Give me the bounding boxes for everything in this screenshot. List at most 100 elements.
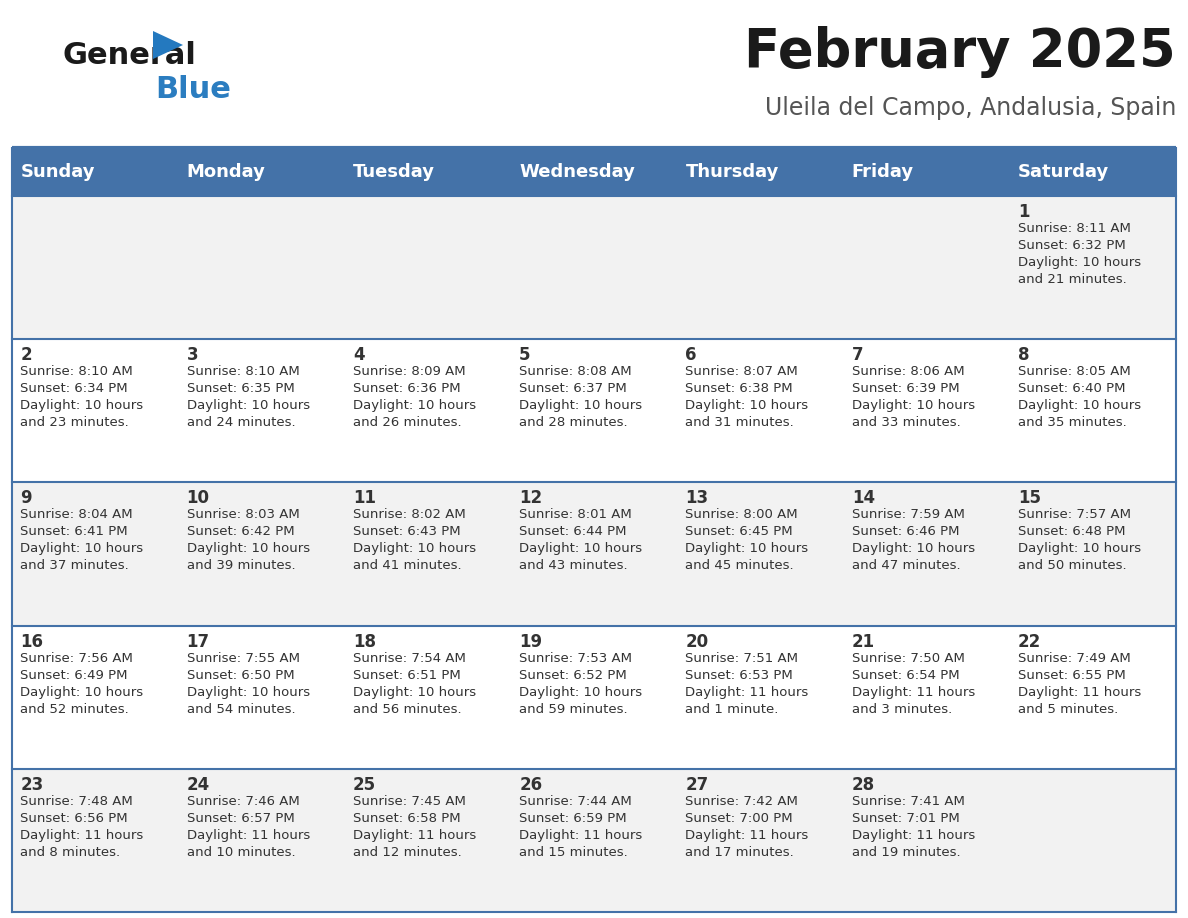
Text: Uleila del Campo, Andalusia, Spain: Uleila del Campo, Andalusia, Spain	[765, 96, 1176, 120]
Text: Tuesday: Tuesday	[353, 163, 435, 181]
Bar	[843, 482, 1010, 625]
Text: Sunrise: 8:00 AM
Sunset: 6:45 PM
Daylight: 10 hours
and 45 minutes.: Sunrise: 8:00 AM Sunset: 6:45 PM Dayligh…	[685, 509, 809, 573]
Text: 20: 20	[685, 633, 708, 651]
Bar	[677, 148, 843, 196]
Text: Sunrise: 7:54 AM
Sunset: 6:51 PM
Daylight: 10 hours
and 56 minutes.: Sunrise: 7:54 AM Sunset: 6:51 PM Dayligh…	[353, 652, 476, 716]
Bar	[12, 196, 178, 339]
Text: Sunrise: 7:48 AM
Sunset: 6:56 PM
Daylight: 11 hours
and 8 minutes.: Sunrise: 7:48 AM Sunset: 6:56 PM Dayligh…	[20, 795, 144, 859]
Text: 5: 5	[519, 346, 531, 364]
Text: Sunrise: 8:01 AM
Sunset: 6:44 PM
Daylight: 10 hours
and 43 minutes.: Sunrise: 8:01 AM Sunset: 6:44 PM Dayligh…	[519, 509, 643, 573]
Text: Sunrise: 8:06 AM
Sunset: 6:39 PM
Daylight: 10 hours
and 33 minutes.: Sunrise: 8:06 AM Sunset: 6:39 PM Dayligh…	[852, 365, 975, 430]
Text: 4: 4	[353, 346, 365, 364]
Text: 23: 23	[20, 776, 44, 794]
Bar	[345, 339, 511, 482]
Text: Sunrise: 7:53 AM
Sunset: 6:52 PM
Daylight: 10 hours
and 59 minutes.: Sunrise: 7:53 AM Sunset: 6:52 PM Dayligh…	[519, 652, 643, 716]
Bar	[178, 148, 345, 196]
Text: Sunrise: 8:10 AM
Sunset: 6:35 PM
Daylight: 10 hours
and 24 minutes.: Sunrise: 8:10 AM Sunset: 6:35 PM Dayligh…	[187, 365, 310, 430]
Bar	[677, 768, 843, 912]
Text: 18: 18	[353, 633, 375, 651]
Bar	[677, 339, 843, 482]
Text: Sunrise: 7:44 AM
Sunset: 6:59 PM
Daylight: 11 hours
and 15 minutes.: Sunrise: 7:44 AM Sunset: 6:59 PM Dayligh…	[519, 795, 643, 859]
Bar	[12, 625, 178, 768]
Bar	[1010, 768, 1176, 912]
Bar	[843, 148, 1010, 196]
Bar	[843, 768, 1010, 912]
Text: Sunrise: 7:41 AM
Sunset: 7:01 PM
Daylight: 11 hours
and 19 minutes.: Sunrise: 7:41 AM Sunset: 7:01 PM Dayligh…	[852, 795, 975, 859]
Text: Sunrise: 8:05 AM
Sunset: 6:40 PM
Daylight: 10 hours
and 35 minutes.: Sunrise: 8:05 AM Sunset: 6:40 PM Dayligh…	[1018, 365, 1142, 430]
Bar	[12, 482, 178, 625]
Text: 26: 26	[519, 776, 542, 794]
Bar	[511, 768, 677, 912]
Text: 17: 17	[187, 633, 210, 651]
Text: 15: 15	[1018, 489, 1041, 508]
Bar	[178, 482, 345, 625]
Bar	[511, 339, 677, 482]
Bar	[843, 339, 1010, 482]
Text: Sunrise: 7:56 AM
Sunset: 6:49 PM
Daylight: 10 hours
and 52 minutes.: Sunrise: 7:56 AM Sunset: 6:49 PM Dayligh…	[20, 652, 144, 716]
Text: Sunrise: 8:08 AM
Sunset: 6:37 PM
Daylight: 10 hours
and 28 minutes.: Sunrise: 8:08 AM Sunset: 6:37 PM Dayligh…	[519, 365, 643, 430]
Text: 14: 14	[852, 489, 874, 508]
Text: Monday: Monday	[187, 163, 265, 181]
Bar	[511, 482, 677, 625]
Text: Friday: Friday	[852, 163, 914, 181]
Text: 25: 25	[353, 776, 377, 794]
Bar	[12, 339, 178, 482]
Polygon shape	[153, 31, 183, 59]
Text: February 2025: February 2025	[745, 26, 1176, 78]
Bar	[677, 482, 843, 625]
Bar	[1010, 339, 1176, 482]
Text: Sunrise: 8:09 AM
Sunset: 6:36 PM
Daylight: 10 hours
and 26 minutes.: Sunrise: 8:09 AM Sunset: 6:36 PM Dayligh…	[353, 365, 476, 430]
Text: Sunrise: 8:02 AM
Sunset: 6:43 PM
Daylight: 10 hours
and 41 minutes.: Sunrise: 8:02 AM Sunset: 6:43 PM Dayligh…	[353, 509, 476, 573]
Text: 19: 19	[519, 633, 542, 651]
Text: 24: 24	[187, 776, 210, 794]
Text: Sunrise: 8:07 AM
Sunset: 6:38 PM
Daylight: 10 hours
and 31 minutes.: Sunrise: 8:07 AM Sunset: 6:38 PM Dayligh…	[685, 365, 809, 430]
Text: Thursday: Thursday	[685, 163, 779, 181]
Text: 10: 10	[187, 489, 209, 508]
Text: Sunrise: 7:59 AM
Sunset: 6:46 PM
Daylight: 10 hours
and 47 minutes.: Sunrise: 7:59 AM Sunset: 6:46 PM Dayligh…	[852, 509, 975, 573]
Text: 3: 3	[187, 346, 198, 364]
Bar	[12, 768, 178, 912]
Text: Sunrise: 7:50 AM
Sunset: 6:54 PM
Daylight: 11 hours
and 3 minutes.: Sunrise: 7:50 AM Sunset: 6:54 PM Dayligh…	[852, 652, 975, 716]
Bar	[345, 482, 511, 625]
Text: Sunrise: 7:45 AM
Sunset: 6:58 PM
Daylight: 11 hours
and 12 minutes.: Sunrise: 7:45 AM Sunset: 6:58 PM Dayligh…	[353, 795, 476, 859]
Bar	[511, 625, 677, 768]
Text: Sunrise: 8:04 AM
Sunset: 6:41 PM
Daylight: 10 hours
and 37 minutes.: Sunrise: 8:04 AM Sunset: 6:41 PM Dayligh…	[20, 509, 144, 573]
Text: Sunrise: 8:11 AM
Sunset: 6:32 PM
Daylight: 10 hours
and 21 minutes.: Sunrise: 8:11 AM Sunset: 6:32 PM Dayligh…	[1018, 222, 1142, 286]
Bar	[178, 768, 345, 912]
Text: Sunrise: 7:51 AM
Sunset: 6:53 PM
Daylight: 11 hours
and 1 minute.: Sunrise: 7:51 AM Sunset: 6:53 PM Dayligh…	[685, 652, 809, 716]
Bar	[178, 196, 345, 339]
Bar	[12, 148, 178, 196]
Text: 22: 22	[1018, 633, 1041, 651]
Text: Sunrise: 7:57 AM
Sunset: 6:48 PM
Daylight: 10 hours
and 50 minutes.: Sunrise: 7:57 AM Sunset: 6:48 PM Dayligh…	[1018, 509, 1142, 573]
Text: Blue: Blue	[154, 74, 230, 104]
Text: 21: 21	[852, 633, 874, 651]
Text: Wednesday: Wednesday	[519, 163, 636, 181]
Text: Sunrise: 7:55 AM
Sunset: 6:50 PM
Daylight: 10 hours
and 54 minutes.: Sunrise: 7:55 AM Sunset: 6:50 PM Dayligh…	[187, 652, 310, 716]
Text: Sunrise: 7:42 AM
Sunset: 7:00 PM
Daylight: 11 hours
and 17 minutes.: Sunrise: 7:42 AM Sunset: 7:00 PM Dayligh…	[685, 795, 809, 859]
Text: 9: 9	[20, 489, 32, 508]
Bar	[843, 625, 1010, 768]
Bar	[843, 196, 1010, 339]
Bar	[1010, 482, 1176, 625]
Text: Sunrise: 8:03 AM
Sunset: 6:42 PM
Daylight: 10 hours
and 39 minutes.: Sunrise: 8:03 AM Sunset: 6:42 PM Dayligh…	[187, 509, 310, 573]
Bar	[511, 148, 677, 196]
Bar	[345, 148, 511, 196]
Text: 27: 27	[685, 776, 709, 794]
Text: 13: 13	[685, 489, 708, 508]
Bar	[1010, 196, 1176, 339]
Bar	[345, 625, 511, 768]
Text: Sunrise: 7:46 AM
Sunset: 6:57 PM
Daylight: 11 hours
and 10 minutes.: Sunrise: 7:46 AM Sunset: 6:57 PM Dayligh…	[187, 795, 310, 859]
Bar	[345, 768, 511, 912]
Bar	[511, 196, 677, 339]
Bar	[677, 196, 843, 339]
Text: 6: 6	[685, 346, 697, 364]
Text: Saturday: Saturday	[1018, 163, 1110, 181]
Text: 8: 8	[1018, 346, 1030, 364]
Text: Sunrise: 7:49 AM
Sunset: 6:55 PM
Daylight: 11 hours
and 5 minutes.: Sunrise: 7:49 AM Sunset: 6:55 PM Dayligh…	[1018, 652, 1142, 716]
Text: 1: 1	[1018, 203, 1030, 221]
Text: 28: 28	[852, 776, 874, 794]
Text: General: General	[62, 40, 196, 70]
Text: 16: 16	[20, 633, 43, 651]
Text: 11: 11	[353, 489, 375, 508]
Bar	[1010, 625, 1176, 768]
